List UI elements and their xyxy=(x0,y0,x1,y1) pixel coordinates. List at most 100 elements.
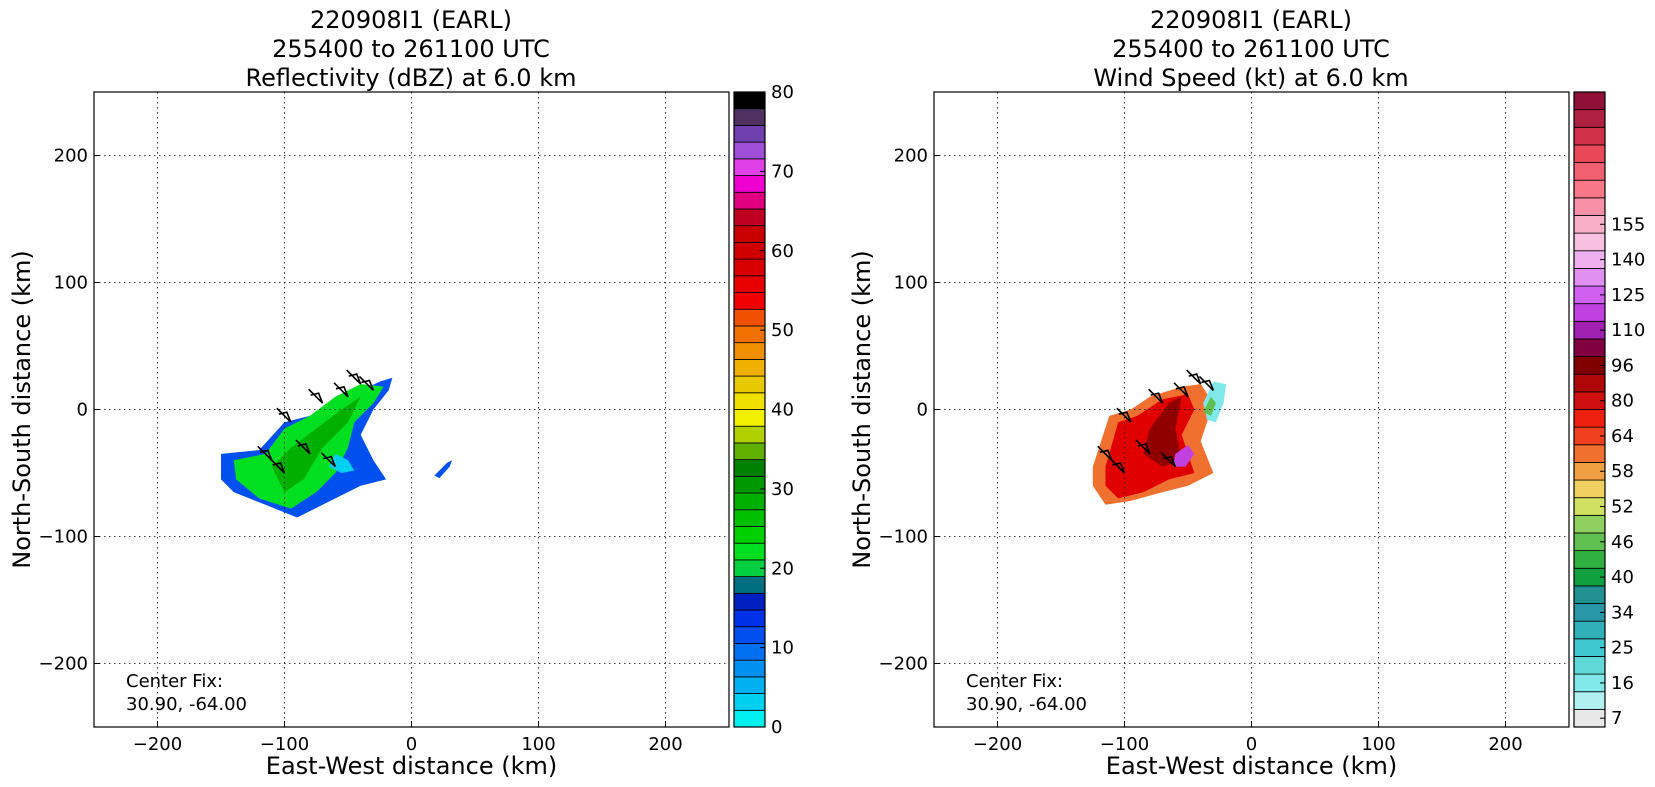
right-colorbar-bin xyxy=(1573,620,1606,640)
right-chart: 220908I1 (EARL)255400 to 261100 UTCWind … xyxy=(848,6,1645,780)
right-ytick-label: 200 xyxy=(894,146,928,167)
right-xtick-label: 100 xyxy=(1361,734,1395,755)
left-colorbar-bin xyxy=(733,342,766,360)
left-title-line: 220908I1 (EARL) xyxy=(310,6,512,34)
left-ytick-label: 100 xyxy=(54,273,88,294)
left-ytick-label: 200 xyxy=(54,146,88,167)
right-colorbar-label: 34 xyxy=(1611,602,1634,623)
right-wind-barb xyxy=(1109,458,1126,474)
left-colorbar-bin xyxy=(733,141,766,160)
left-wind-barb xyxy=(358,375,375,392)
left-colorbar-bin xyxy=(733,191,766,210)
right-echo-region xyxy=(1203,396,1216,416)
left-ylabel: North-South distance (km) xyxy=(8,250,36,569)
left-plot-frame xyxy=(93,91,730,728)
right-colorbar-bin xyxy=(1573,514,1606,534)
left-wind-barb xyxy=(269,458,286,474)
right-ylabel: North-South distance (km) xyxy=(848,250,876,569)
right-xtick-label: 0 xyxy=(1246,734,1257,755)
right-wind-barb xyxy=(1116,407,1132,423)
left-xtick-label: −200 xyxy=(133,734,182,755)
right-xtick-label: −100 xyxy=(1100,734,1149,755)
right-colorbar-bin xyxy=(1573,179,1606,199)
right-colorbar-bin xyxy=(1573,656,1606,675)
left-colorbar-label: 70 xyxy=(771,161,794,182)
left-xlabel: East-West distance (km) xyxy=(266,752,557,780)
left-colorbar-bin xyxy=(733,258,766,277)
right-colorbar-label: 25 xyxy=(1611,638,1634,659)
left-colorbar-label: 0 xyxy=(771,717,782,738)
left-wind-barb xyxy=(276,407,292,423)
left-colorbar-bin xyxy=(733,375,766,394)
right-colorbar-label: 52 xyxy=(1611,497,1634,518)
right-colorbar-label: 96 xyxy=(1611,355,1634,376)
left-colorbar-bin xyxy=(733,576,766,594)
right-colorbar-bin xyxy=(1573,409,1606,428)
right-colorbar-bin xyxy=(1573,444,1606,463)
right-colorbar-bin xyxy=(1573,197,1606,216)
right-colorbar-frame xyxy=(1573,91,1606,728)
left-colorbar-bin xyxy=(733,392,766,410)
left-center-fix-text: Center Fix: xyxy=(126,671,223,692)
right-colorbar-label: 7 xyxy=(1611,708,1622,729)
right-colorbar-bin xyxy=(1573,479,1606,499)
left-title-line: 255400 to 261100 UTC xyxy=(272,35,550,63)
left-xtick-label: 100 xyxy=(521,734,555,755)
left-colorbar-label: 80 xyxy=(771,82,794,103)
left-colorbar-bin xyxy=(733,676,766,694)
right-ytick-label: −200 xyxy=(879,654,928,675)
left-wind-barb xyxy=(333,382,349,398)
right-colorbar-label: 16 xyxy=(1611,673,1634,694)
right-colorbar-bin xyxy=(1573,162,1606,181)
right-plot-frame xyxy=(933,91,1570,728)
right-title-line: 255400 to 261100 UTC xyxy=(1112,35,1390,63)
left-colorbar-bin xyxy=(733,425,766,444)
right-colorbar-label: 110 xyxy=(1611,320,1645,341)
right-wind-barb xyxy=(1135,439,1151,455)
left-colorbar-bin xyxy=(733,442,766,461)
right-title-line: 220908I1 (EARL) xyxy=(1150,6,1352,34)
right-colorbar-label: 40 xyxy=(1611,567,1634,588)
left-colorbar-bin xyxy=(733,275,766,293)
left-colorbar-bin xyxy=(733,208,766,227)
left-chart: 220908I1 (EARL)255400 to 261100 UTCRefle… xyxy=(8,6,794,780)
left-wind-barb xyxy=(320,452,337,468)
left-colorbar-bin xyxy=(733,693,766,711)
left-colorbar-bin xyxy=(733,292,766,310)
left-colorbar-label: 40 xyxy=(771,400,794,421)
right-colorbar-bin xyxy=(1573,338,1606,357)
left-ytick-label: 0 xyxy=(77,400,88,421)
left-echo-region xyxy=(328,453,355,473)
left-colorbar-bin xyxy=(733,475,766,494)
right-colorbar-label: 140 xyxy=(1611,250,1645,271)
left-colorbar-bin xyxy=(733,409,766,427)
left-colorbar-bin xyxy=(733,659,766,678)
left-colorbar-bin xyxy=(733,108,766,126)
left-colorbar-label: 20 xyxy=(771,558,794,579)
right-ytick-label: 100 xyxy=(894,273,928,294)
right-colorbar-label: 155 xyxy=(1611,214,1645,235)
right-center-fix-text: 30.90, -64.00 xyxy=(966,694,1087,715)
left-colorbar-bin xyxy=(733,609,766,628)
right-wind-barb xyxy=(1186,369,1202,385)
left-xtick-label: 200 xyxy=(648,734,682,755)
left-wind-barb xyxy=(295,439,311,455)
right-xtick-label: 200 xyxy=(1488,734,1522,755)
right-colorbar-bin xyxy=(1573,91,1606,111)
right-colorbar-label: 58 xyxy=(1611,461,1634,482)
right-center-fix-text: Center Fix: xyxy=(966,671,1063,692)
right-colorbar-bin xyxy=(1573,267,1606,287)
right-xlabel: East-West distance (km) xyxy=(1106,752,1397,780)
right-wind-barb xyxy=(1198,375,1215,392)
left-colorbar-bin xyxy=(733,175,766,193)
right-colorbar-bin xyxy=(1573,303,1606,322)
right-echo-region xyxy=(1172,445,1195,467)
right-title-line: Wind Speed (kt) at 6.0 km xyxy=(1093,64,1408,92)
left-wind-barb xyxy=(308,388,324,404)
left-ytick-label: −200 xyxy=(39,654,88,675)
right-colorbar-label: 64 xyxy=(1611,426,1634,447)
left-colorbar-bin xyxy=(733,492,766,511)
left-colorbar-bin xyxy=(733,626,766,644)
left-colorbar-bin xyxy=(733,509,766,527)
